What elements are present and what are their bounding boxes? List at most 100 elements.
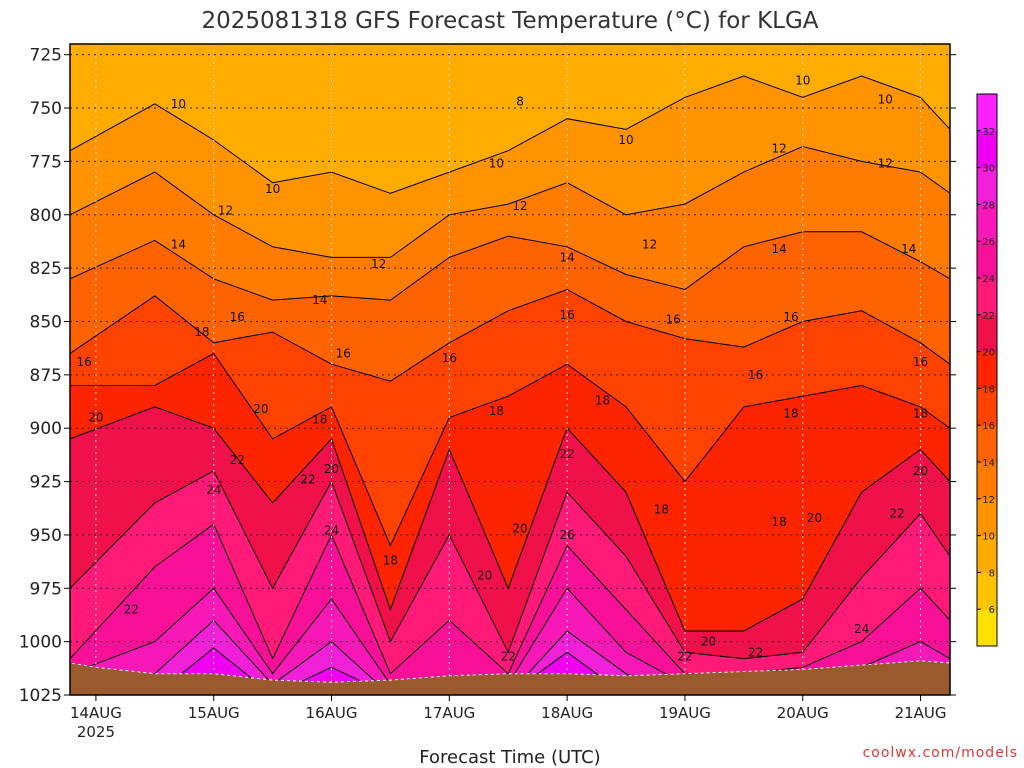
x-tick-label: 15AUG: [188, 704, 240, 722]
contour-label: 16: [336, 346, 351, 360]
contour-label: 16: [666, 312, 681, 326]
contour-label: 16: [230, 310, 245, 324]
y-tick-label: 1025: [19, 686, 62, 706]
colorbar-label: 32: [982, 127, 995, 138]
contour-label: 20: [807, 511, 822, 525]
colorbar-label: 20: [982, 348, 995, 359]
contour-label: 22: [889, 507, 904, 521]
contour-label: 22: [300, 472, 315, 486]
band-26: [70, 588, 950, 695]
ground-surface: [70, 660, 950, 695]
contour-label: 18: [194, 325, 209, 339]
contour-label: 18: [489, 404, 504, 418]
colorbar-swatch: [977, 278, 997, 316]
contour-label: 20: [913, 464, 928, 478]
x-tick-label: 20AUG: [777, 704, 829, 722]
contour-label: 14: [171, 238, 186, 252]
colorbar-label: 8: [989, 568, 995, 579]
y-tick-label: 925: [30, 473, 62, 493]
contour-label: 18: [772, 515, 787, 529]
colorbar-swatch: [977, 204, 997, 242]
isotherm-12: [70, 145, 950, 258]
contour-label: 16: [442, 351, 457, 365]
isotherm-14: [70, 231, 950, 301]
colorbar-swatch: [977, 572, 997, 610]
contour-label: 12: [371, 257, 386, 271]
colorbar-label: 16: [982, 421, 995, 432]
contour-label: 26: [559, 528, 574, 542]
colorbar-swatch: [977, 94, 997, 132]
contour-label: 12: [218, 203, 233, 217]
chart-title: 2025081318 GFS Forecast Temperature (°C)…: [201, 8, 818, 34]
contour-labels: 10 10 10 8 10 10 10 12 12 12 12 12 12 14 14 14 14 14 16 16 1…: [76, 73, 928, 663]
colorbar-label: 6: [989, 605, 995, 616]
y-tick-label: 875: [30, 366, 62, 386]
band-28: [70, 620, 950, 695]
y-tick-label: 750: [30, 99, 62, 119]
credit-text: coolwx.com/models: [863, 745, 1018, 761]
contour-label: 22: [559, 447, 574, 461]
y-tick-label: 800: [30, 206, 62, 226]
contour-label: 10: [795, 73, 810, 87]
contour-label: 20: [253, 402, 268, 416]
colorbar-label: 28: [982, 200, 995, 211]
colorbar-frame: [976, 93, 998, 647]
colorbar-label: 24: [982, 274, 995, 285]
contour-label: 22: [748, 645, 763, 659]
contour-label: 14: [559, 250, 574, 264]
y-tick-label: 775: [30, 152, 62, 172]
y-axis: 7257507758008258508759009259509751000102…: [19, 46, 956, 706]
x-tick-label: 16AUG: [306, 704, 358, 722]
contour-label: 16: [559, 308, 574, 322]
contour-label: 16: [913, 355, 928, 369]
contour-label: 22: [501, 650, 516, 664]
colorbar-swatch: [977, 498, 997, 537]
contour-label: 20: [88, 411, 103, 425]
colorbar-swatch: [977, 462, 997, 500]
colorbar-swatch: [977, 314, 997, 353]
contour-label: 14: [772, 242, 787, 256]
y-tick-label: 725: [30, 46, 62, 66]
x-tick-label: 21AUG: [895, 704, 947, 722]
colorbar-swatch: [977, 425, 997, 463]
colorbar-label: 12: [982, 495, 995, 506]
isotherm-10: [70, 75, 950, 194]
contour-label: 12: [772, 142, 787, 156]
contour-label: 12: [878, 157, 893, 171]
contour-label: 12: [512, 199, 527, 213]
x-tick-label: 14AUG: [70, 704, 122, 722]
contour-label: 10: [265, 182, 280, 196]
colorbar-swatch: [977, 241, 997, 279]
contour-label: 14: [901, 242, 916, 256]
grid-lines: [70, 44, 950, 695]
contour-label: 8: [516, 95, 524, 109]
y-tick-label: 900: [30, 419, 62, 439]
contour-label: 20: [512, 522, 527, 536]
colorbar-swatch: [977, 167, 997, 205]
colorbar-swatch: [977, 609, 997, 647]
colorbar-swatch: [977, 130, 997, 169]
contour-label: 18: [595, 393, 610, 407]
colorbar: 6 8 10 12 14 16 18 20 22 24 26 28 30 32: [976, 93, 998, 647]
isotherm-20: [70, 406, 950, 632]
isotherm-16: [70, 288, 950, 382]
y-tick-label: 825: [30, 259, 62, 279]
contour-label: 16: [76, 355, 91, 369]
colorbar-label: 10: [982, 532, 995, 543]
colorbar-swatch: [977, 535, 997, 573]
contour-label: 18: [913, 406, 928, 420]
contour-label: 14: [312, 293, 327, 307]
contour-label: 22: [230, 453, 245, 467]
contour-label: 24: [324, 524, 339, 538]
temperature-bands: [70, 76, 950, 695]
x-tick-label: 19AUG: [659, 704, 711, 722]
isotherm-30: [70, 647, 950, 695]
contour-label: 18: [783, 406, 798, 420]
x-tick-label: 17AUG: [423, 704, 475, 722]
contour-label: 22: [677, 650, 692, 664]
contour-label: 24: [854, 622, 869, 636]
x-tick-sublabel: 2025: [77, 723, 115, 741]
contour-label: 20: [701, 635, 716, 649]
plot-frame: [69, 43, 951, 696]
